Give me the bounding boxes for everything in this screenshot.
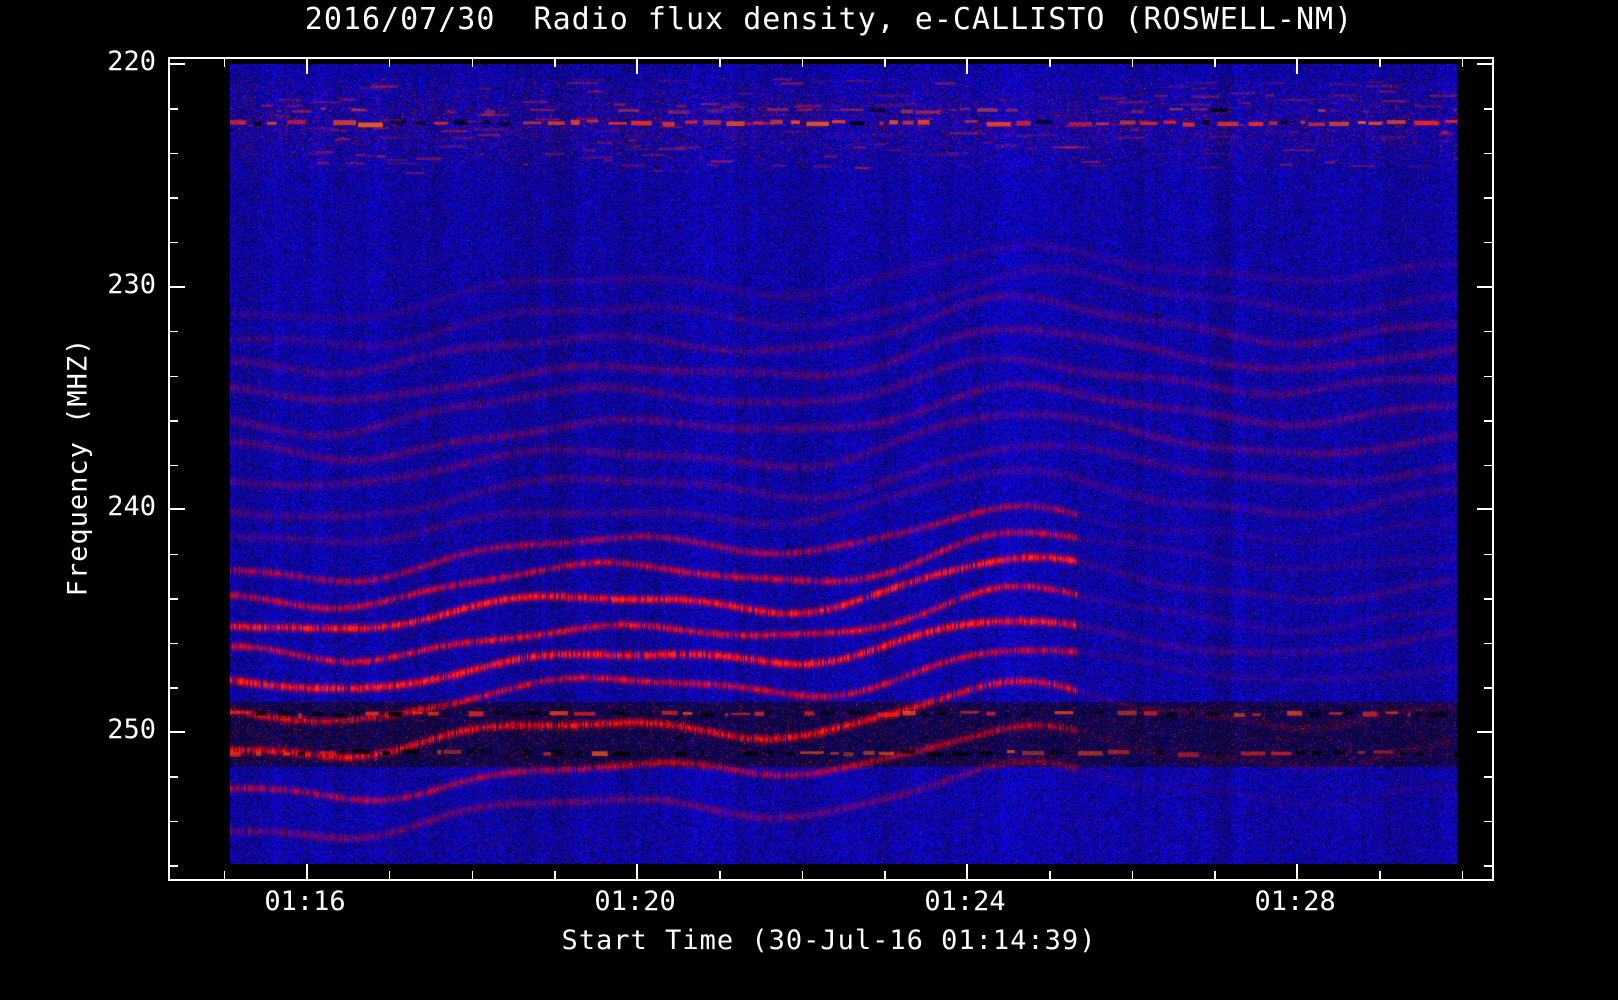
tick-mark [1461,59,1464,67]
tick-mark [719,59,721,67]
tick-mark [1484,197,1492,199]
tick-mark [305,59,308,74]
tick-mark [1296,864,1299,879]
tick-mark [801,871,804,879]
x-tick-label: 01:24 [924,886,1006,917]
tick-mark [966,864,969,879]
chart-title: 2016/07/30 Radio flux density, e-CALLIST… [304,2,1354,37]
tick-mark [1484,375,1492,377]
y-tick-label: 240 [107,491,156,523]
tick-mark [170,598,178,600]
tick-mark [1484,553,1492,556]
tick-mark [1484,420,1492,422]
plot-frame [168,57,1494,881]
tick-mark [1379,59,1381,67]
x-axis-tick-labels: 01:16 01:20 01:24 01:28 [168,886,1490,920]
tick-mark [1484,464,1492,467]
tick-mark [966,59,969,74]
tick-mark [554,871,556,879]
tick-mark [170,553,178,556]
tick-mark [1131,59,1134,67]
x-axis-label: Start Time (30-Jul-16 01:14:39) [561,925,1097,956]
tick-mark [1296,59,1299,74]
tick-mark [801,59,804,67]
y-tick-label: 250 [107,713,156,745]
x-tick-label: 01:28 [1254,886,1336,917]
tick-mark [170,730,185,733]
y-axis-tick-labels: 220 230 240 250 [0,46,160,877]
tick-mark [1477,285,1492,288]
x-tick-label: 01:16 [264,886,346,917]
tick-mark [1214,59,1216,67]
tick-mark [1484,152,1492,155]
y-tick-label: 220 [107,46,156,78]
tick-mark [1484,330,1492,333]
tick-mark [170,152,178,155]
tick-mark [1049,59,1051,67]
tick-mark [1049,871,1051,879]
spectrogram-canvas [230,64,1457,864]
tick-mark [636,864,639,879]
tick-mark [1484,687,1492,689]
tick-mark [170,108,178,110]
tick-mark [1484,820,1492,823]
tick-mark [1131,871,1134,879]
tick-mark [884,59,886,67]
tick-mark [1484,108,1492,110]
tick-mark [170,776,178,778]
tick-mark [1214,871,1216,879]
x-tick-label: 01:20 [594,886,676,917]
tick-mark [1484,642,1492,645]
tick-mark [1477,63,1492,65]
tick-mark [170,330,178,333]
tick-mark [170,464,178,467]
tick-mark [170,420,178,422]
tick-mark [1484,598,1492,600]
tick-mark [170,285,185,288]
tick-mark [471,59,474,67]
tick-mark [1484,776,1492,778]
tick-mark [554,59,556,67]
y-tick-label: 230 [107,268,156,300]
tick-mark [1484,241,1492,244]
tick-mark [170,508,185,511]
tick-mark [223,59,226,67]
tick-mark [884,871,886,879]
tick-mark [170,687,178,689]
tick-mark [1477,508,1492,511]
tick-mark [388,871,391,879]
tick-mark [223,871,226,879]
tick-mark [170,197,178,199]
tick-mark [1379,871,1381,879]
tick-mark [1461,871,1464,879]
tick-mark [170,63,185,65]
tick-mark [471,871,474,879]
tick-mark [170,375,178,377]
tick-mark [719,871,721,879]
tick-mark [1477,730,1492,733]
tick-mark [170,865,178,867]
tick-mark [170,241,178,244]
tick-mark [305,864,308,879]
tick-mark [1484,865,1492,867]
tick-mark [636,59,639,74]
tick-mark [388,59,391,67]
tick-mark [170,642,178,645]
tick-mark [170,820,178,823]
